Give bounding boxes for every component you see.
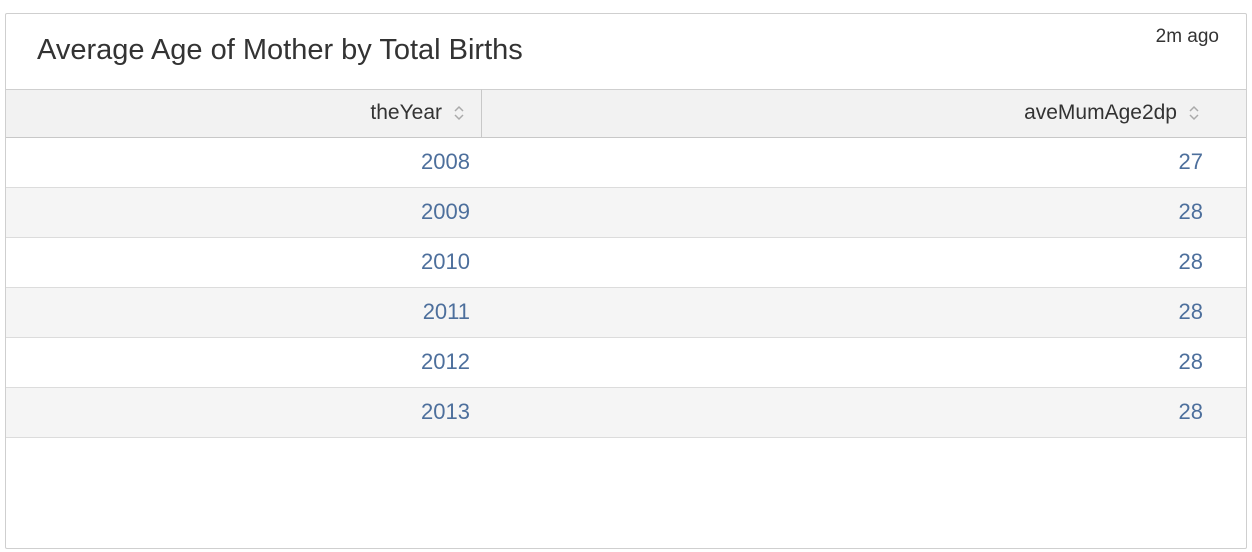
table-cell[interactable]: 28 [1178, 399, 1203, 424]
sort-icon[interactable] [1189, 105, 1199, 121]
table-cell[interactable]: 28 [1178, 349, 1203, 374]
dashboard-panel: Average Age of Mother by Total Births 2m… [5, 13, 1247, 549]
table-cell[interactable]: 28 [1178, 199, 1203, 224]
timestamp: 2m ago [1155, 26, 1219, 47]
column-header[interactable]: aveMumAge2dp [482, 89, 1246, 138]
table-cell[interactable]: 2013 [421, 399, 470, 424]
column-header-label: theYear [370, 101, 442, 124]
table-cell[interactable]: 2008 [421, 149, 470, 174]
table-cell[interactable]: 2011 [422, 299, 470, 324]
table-cell[interactable]: 28 [1178, 249, 1203, 274]
table-cell[interactable]: 28 [1178, 299, 1203, 324]
table-cell[interactable]: 2012 [421, 349, 470, 374]
table-row: 2012 28 [6, 338, 1246, 388]
table-cell[interactable]: 2010 [421, 249, 470, 274]
sort-icon[interactable] [454, 105, 464, 121]
column-header[interactable]: theYear [6, 89, 482, 138]
panel-title: Average Age of Mother by Total Births [37, 34, 523, 66]
table-row: 2011 28 [6, 288, 1246, 338]
table-cell[interactable]: 27 [1178, 149, 1203, 174]
table-row: 2010 28 [6, 238, 1246, 288]
table-row: 2008 27 [6, 138, 1246, 188]
table-row: 2009 28 [6, 188, 1246, 238]
table-row: 2013 28 [6, 388, 1246, 438]
table-cell[interactable]: 2009 [421, 199, 470, 224]
column-header-label: aveMumAge2dp [1024, 101, 1177, 124]
